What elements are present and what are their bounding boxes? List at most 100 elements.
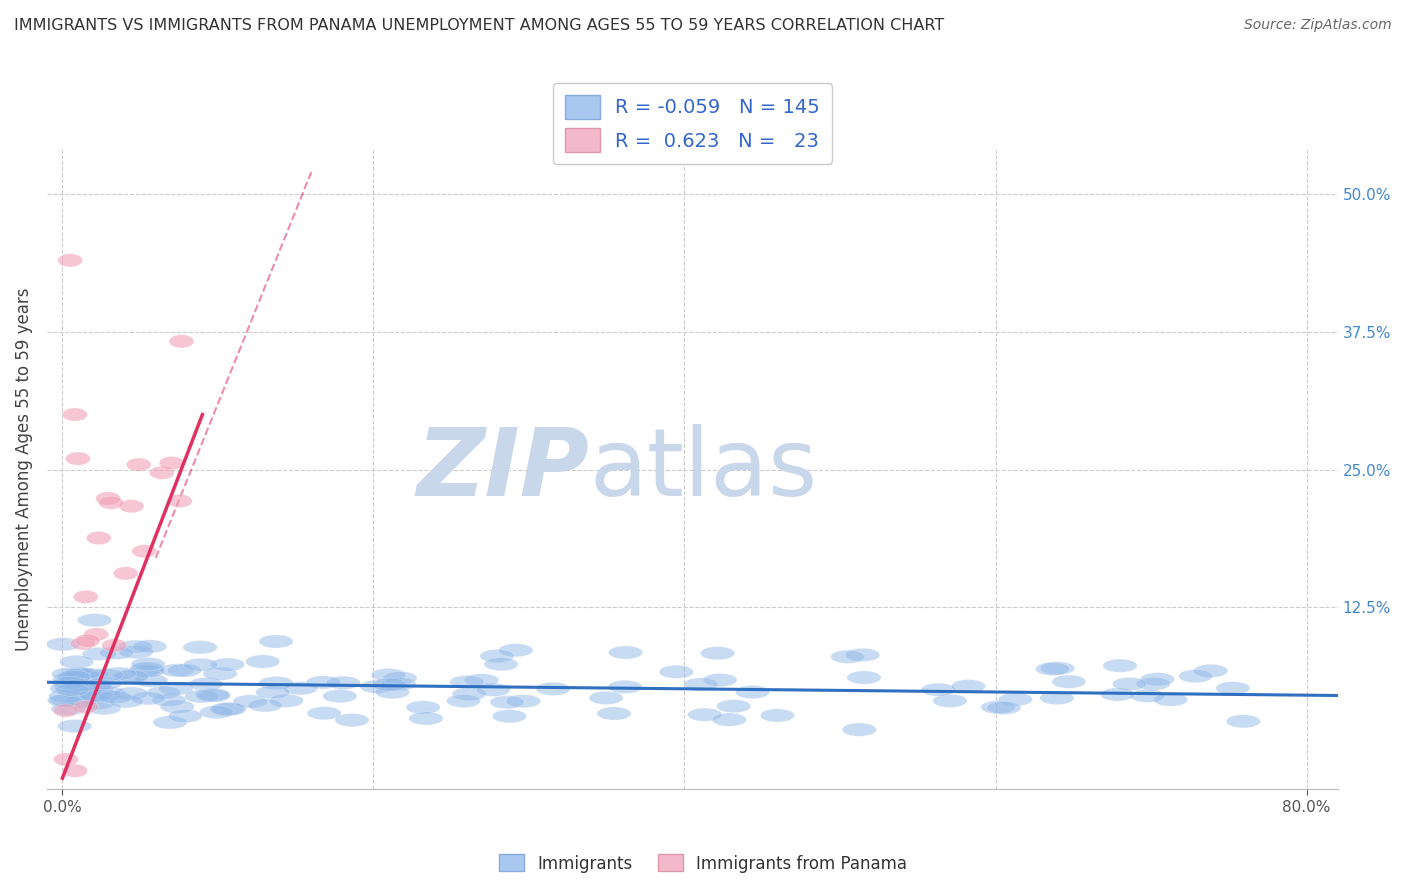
Ellipse shape <box>127 458 152 471</box>
Ellipse shape <box>87 689 121 702</box>
Ellipse shape <box>683 678 718 691</box>
Ellipse shape <box>87 702 121 714</box>
Ellipse shape <box>659 665 693 679</box>
Text: Source: ZipAtlas.com: Source: ZipAtlas.com <box>1244 18 1392 32</box>
Ellipse shape <box>270 694 304 707</box>
Ellipse shape <box>132 640 167 653</box>
Ellipse shape <box>1052 675 1085 689</box>
Ellipse shape <box>146 686 181 699</box>
Ellipse shape <box>323 690 357 703</box>
Ellipse shape <box>1216 681 1250 695</box>
Ellipse shape <box>115 670 149 683</box>
Ellipse shape <box>58 253 83 267</box>
Ellipse shape <box>607 681 643 693</box>
Ellipse shape <box>169 334 194 348</box>
Ellipse shape <box>63 695 97 708</box>
Ellipse shape <box>499 644 533 657</box>
Ellipse shape <box>307 676 340 689</box>
Ellipse shape <box>464 673 499 687</box>
Ellipse shape <box>1194 665 1227 678</box>
Ellipse shape <box>382 672 418 685</box>
Ellipse shape <box>998 693 1032 706</box>
Ellipse shape <box>160 664 194 677</box>
Ellipse shape <box>131 657 165 671</box>
Ellipse shape <box>77 614 111 627</box>
Ellipse shape <box>114 566 138 580</box>
Ellipse shape <box>98 496 124 509</box>
Ellipse shape <box>131 665 165 678</box>
Ellipse shape <box>100 647 134 659</box>
Ellipse shape <box>188 678 224 690</box>
Ellipse shape <box>491 696 524 709</box>
Ellipse shape <box>382 678 416 690</box>
Ellipse shape <box>846 671 882 684</box>
Ellipse shape <box>82 648 117 660</box>
Ellipse shape <box>711 713 747 726</box>
Ellipse shape <box>987 701 1021 714</box>
Ellipse shape <box>60 668 96 681</box>
Ellipse shape <box>283 681 318 695</box>
Ellipse shape <box>717 699 751 713</box>
Ellipse shape <box>451 688 486 700</box>
Ellipse shape <box>703 673 737 687</box>
Ellipse shape <box>212 703 246 715</box>
Ellipse shape <box>118 640 152 653</box>
Ellipse shape <box>67 685 101 698</box>
Ellipse shape <box>492 710 526 723</box>
Ellipse shape <box>49 694 84 706</box>
Ellipse shape <box>152 693 186 706</box>
Ellipse shape <box>98 690 132 704</box>
Ellipse shape <box>233 695 267 708</box>
Ellipse shape <box>52 667 86 681</box>
Ellipse shape <box>56 670 91 683</box>
Ellipse shape <box>1112 677 1147 690</box>
Ellipse shape <box>335 714 370 727</box>
Ellipse shape <box>447 694 481 707</box>
Ellipse shape <box>1140 673 1174 686</box>
Ellipse shape <box>131 662 165 675</box>
Ellipse shape <box>197 689 231 702</box>
Ellipse shape <box>132 545 156 558</box>
Ellipse shape <box>159 682 193 695</box>
Legend: R = -0.059   N = 145, R =  0.623   N =   23: R = -0.059 N = 145, R = 0.623 N = 23 <box>553 83 831 163</box>
Ellipse shape <box>120 646 153 658</box>
Ellipse shape <box>1136 677 1171 690</box>
Ellipse shape <box>167 494 193 508</box>
Ellipse shape <box>160 700 194 714</box>
Ellipse shape <box>326 676 360 690</box>
Ellipse shape <box>53 680 89 693</box>
Ellipse shape <box>598 707 631 720</box>
Ellipse shape <box>195 688 229 701</box>
Ellipse shape <box>110 695 143 708</box>
Ellipse shape <box>70 637 96 650</box>
Ellipse shape <box>167 664 201 677</box>
Ellipse shape <box>247 698 283 712</box>
Ellipse shape <box>89 676 122 690</box>
Ellipse shape <box>101 639 127 652</box>
Ellipse shape <box>62 408 87 421</box>
Text: IMMIGRANTS VS IMMIGRANTS FROM PANAMA UNEMPLOYMENT AMONG AGES 55 TO 59 YEARS CORR: IMMIGRANTS VS IMMIGRANTS FROM PANAMA UNE… <box>14 18 945 33</box>
Y-axis label: Unemployment Among Ages 55 to 59 years: Unemployment Among Ages 55 to 59 years <box>15 288 32 651</box>
Ellipse shape <box>49 681 84 695</box>
Ellipse shape <box>981 700 1015 714</box>
Ellipse shape <box>1039 691 1074 705</box>
Ellipse shape <box>131 691 166 705</box>
Ellipse shape <box>65 678 98 691</box>
Ellipse shape <box>183 640 217 654</box>
Ellipse shape <box>49 690 83 703</box>
Ellipse shape <box>66 684 100 698</box>
Ellipse shape <box>58 720 91 732</box>
Ellipse shape <box>1153 693 1188 706</box>
Ellipse shape <box>506 695 540 707</box>
Ellipse shape <box>59 656 94 668</box>
Ellipse shape <box>484 657 519 671</box>
Ellipse shape <box>183 658 218 672</box>
Ellipse shape <box>80 697 114 709</box>
Ellipse shape <box>1101 688 1135 701</box>
Ellipse shape <box>700 647 735 660</box>
Text: ZIP: ZIP <box>416 424 589 516</box>
Ellipse shape <box>120 500 143 513</box>
Ellipse shape <box>831 650 865 664</box>
Ellipse shape <box>73 691 107 705</box>
Ellipse shape <box>259 635 292 648</box>
